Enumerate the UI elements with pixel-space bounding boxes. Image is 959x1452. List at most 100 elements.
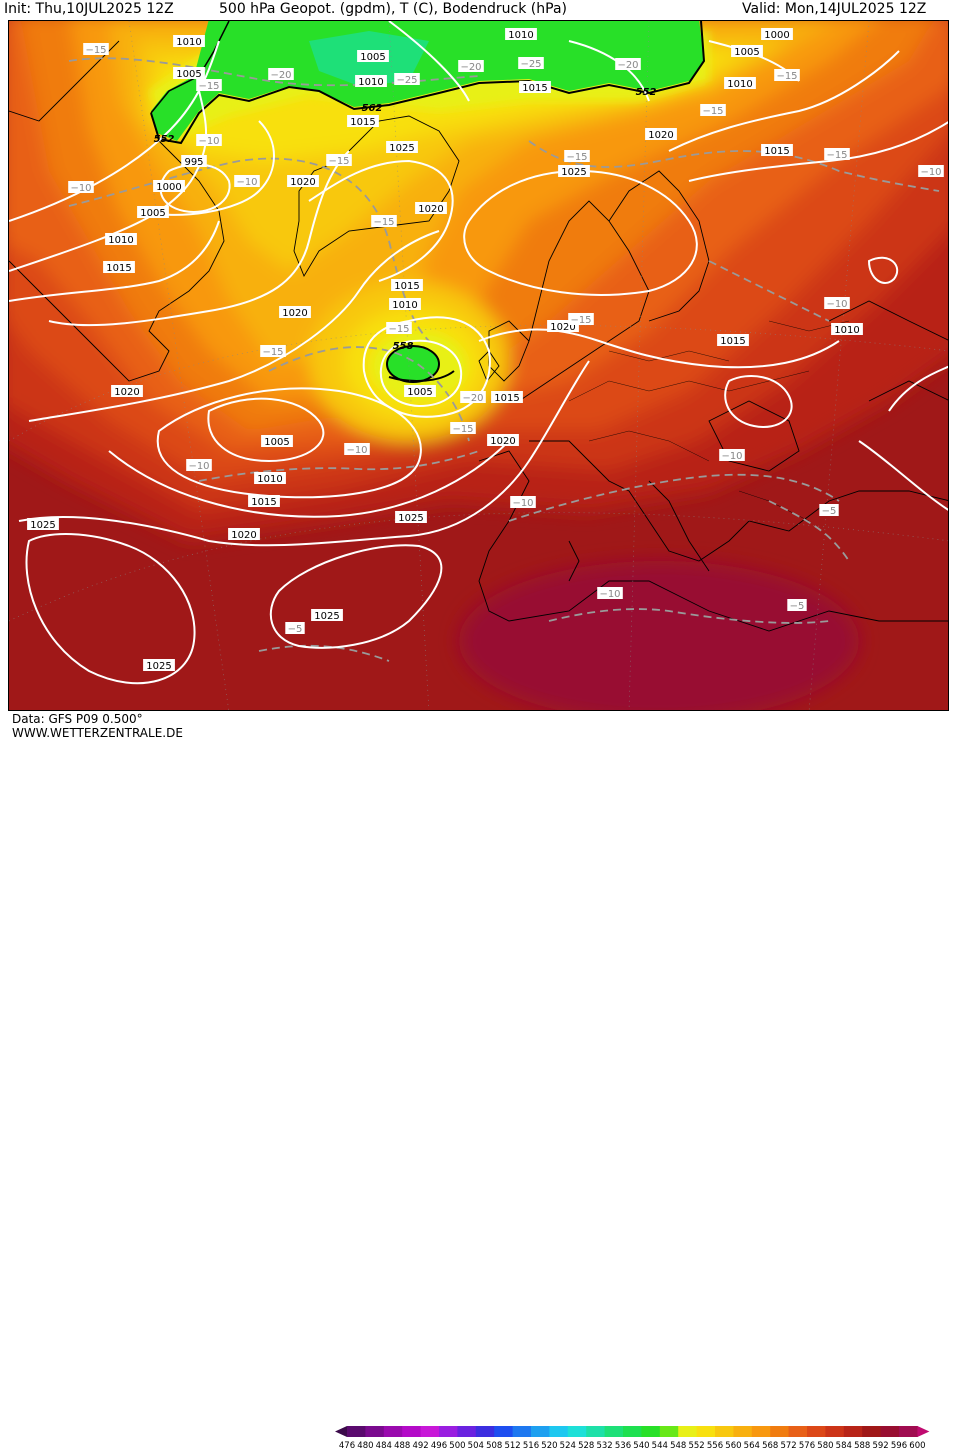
temperature-label-box-29 xyxy=(787,599,807,611)
temperature-label-19: −15 xyxy=(570,315,591,326)
legend-value-540: 540 xyxy=(633,1441,649,1451)
isobar-label-9: 1015 xyxy=(350,117,375,128)
legend-swatch-27 xyxy=(825,1426,845,1437)
temperature-label-box-8 xyxy=(700,104,726,116)
legend-value-596: 596 xyxy=(891,1441,907,1451)
isobar-label-box-31 xyxy=(487,434,519,446)
legend-value-504: 504 xyxy=(468,1441,484,1451)
color-legend: 476 480 484 488 492 496 500 504 508 512 516 520 524 5… xyxy=(335,1426,930,1451)
temperature-label-box-30 xyxy=(285,622,305,634)
geopotential-labels: 552 562 552 558 xyxy=(154,87,657,352)
geopotential-label-0: 552 xyxy=(154,134,175,145)
isobar-label-0: 1010 xyxy=(176,37,201,48)
legend-swatch-9 xyxy=(494,1426,514,1437)
init-time-text: Init: Thu,10JUL2025 12Z xyxy=(4,1,174,17)
isobar-label-3: 1000 xyxy=(764,30,789,41)
legend-swatch-4 xyxy=(402,1426,422,1437)
valid-time-text: Valid: Mon,14JUL2025 12Z xyxy=(742,1,927,17)
legend-swatch-12 xyxy=(549,1426,569,1437)
legend-swatch-22 xyxy=(733,1426,753,1437)
legend-value-492: 492 xyxy=(412,1441,428,1451)
legend-value-512: 512 xyxy=(504,1441,520,1451)
temperature-label-15: −10 xyxy=(920,167,941,178)
isobar-label-box-11 xyxy=(181,155,207,167)
legend-value-564: 564 xyxy=(744,1441,760,1451)
website-text: WWW.WETTERZENTRALE.DE xyxy=(12,726,183,740)
geopotential-fill: 1010 1005 1010 1000 1005 1010 1005 1015 1010 1015… xyxy=(9,21,948,710)
isobar-label-box-9 xyxy=(347,115,379,127)
isobar-label-box-34 xyxy=(27,518,59,530)
isobar-label-6: 1005 xyxy=(734,47,759,58)
isobar-label-box-36 xyxy=(228,528,260,540)
legend-swatch-7 xyxy=(457,1426,477,1437)
temperature-label-4: −25 xyxy=(520,59,541,70)
temperature-label-26: −10 xyxy=(512,498,533,509)
temperature-label-box-18 xyxy=(386,322,412,334)
legend-arrow-left xyxy=(335,1426,347,1437)
isobar-label-box-18 xyxy=(415,202,447,214)
isobars xyxy=(9,21,948,685)
temperature-label-box-22 xyxy=(450,422,476,434)
legend-value-520: 520 xyxy=(541,1441,557,1451)
legend-value-532: 532 xyxy=(596,1441,612,1451)
temperature-label-box-17 xyxy=(824,297,850,309)
isobar-label-11: 995 xyxy=(184,157,203,168)
isobar-label-box-32 xyxy=(254,472,286,484)
isobar-label-box-37 xyxy=(311,609,343,621)
isobar-label-box-14 xyxy=(153,180,185,192)
temperature-label-box-27 xyxy=(819,504,839,516)
isobar-label-box-20 xyxy=(103,261,135,273)
legend-swatch-15 xyxy=(604,1426,624,1437)
temperature-label-box-25 xyxy=(719,449,745,461)
isobar-label-30: 1005 xyxy=(264,437,289,448)
legend-value-480: 480 xyxy=(357,1441,373,1451)
temperature-label-30: −5 xyxy=(288,624,303,635)
header-bar: Init: Thu,10JUL2025 12Z 500 hPa Geopot. … xyxy=(0,0,959,20)
isobar-label-29: 1015 xyxy=(494,393,519,404)
isobar-label-10: 1020 xyxy=(648,130,673,141)
temperature-label-23: −10 xyxy=(346,445,367,456)
legend-swatch-29 xyxy=(862,1426,882,1437)
legend-swatch-24 xyxy=(770,1426,790,1437)
isobar-label-8: 1010 xyxy=(727,79,752,90)
isobar-label-box-17 xyxy=(137,206,169,218)
isobar-label-28: 1005 xyxy=(407,387,432,398)
legend-swatch-18 xyxy=(659,1426,679,1437)
isobar-label-14: 1000 xyxy=(156,182,181,193)
legend-value-488: 488 xyxy=(394,1441,410,1451)
legend-swatch-30 xyxy=(880,1426,900,1437)
temperature-label-20: −15 xyxy=(262,347,283,358)
legend-swatch-26 xyxy=(807,1426,826,1437)
isobar-label-33: 1015 xyxy=(251,497,276,508)
isobar-label-box-12 xyxy=(386,141,418,153)
isobar-label-box-7 xyxy=(519,81,551,93)
legend-swatch-3 xyxy=(383,1426,403,1437)
isobar-label-box-25 xyxy=(831,323,863,335)
temperature-label-17: −10 xyxy=(826,299,847,310)
isobar-label-27: 1020 xyxy=(114,387,139,398)
temperature-label-13: −10 xyxy=(236,177,257,188)
temperature-label-box-4 xyxy=(518,57,544,69)
legend-value-576: 576 xyxy=(799,1441,815,1451)
temperature-label-box-26 xyxy=(510,496,536,508)
isobar-label-box-21 xyxy=(391,279,423,291)
temperature-label-box-13 xyxy=(234,175,260,187)
legend-swatch-19 xyxy=(678,1426,698,1437)
isobar-label-box-26 xyxy=(717,334,749,346)
temperature-label-14: −10 xyxy=(70,183,91,194)
isobar-label-box-1 xyxy=(357,50,389,62)
legend-swatch-1 xyxy=(347,1426,366,1437)
isobar-label-box-30 xyxy=(261,435,293,447)
temperature-label-box-10 xyxy=(326,154,352,166)
isobar-label-20: 1015 xyxy=(106,263,131,274)
isobar-label-19: 1010 xyxy=(108,235,133,246)
legend-value-476: 476 xyxy=(339,1441,355,1451)
isobar-label-36: 1020 xyxy=(231,530,256,541)
temperature-label-box-23 xyxy=(344,443,370,455)
temperature-label-12: −15 xyxy=(826,150,847,161)
isobar-label-box-38 xyxy=(143,659,175,671)
temperature-label-box-15 xyxy=(918,165,944,177)
isobar-label-box-8 xyxy=(724,77,756,89)
isobar-label-box-2 xyxy=(505,28,537,40)
legend-value-556: 556 xyxy=(707,1441,723,1451)
